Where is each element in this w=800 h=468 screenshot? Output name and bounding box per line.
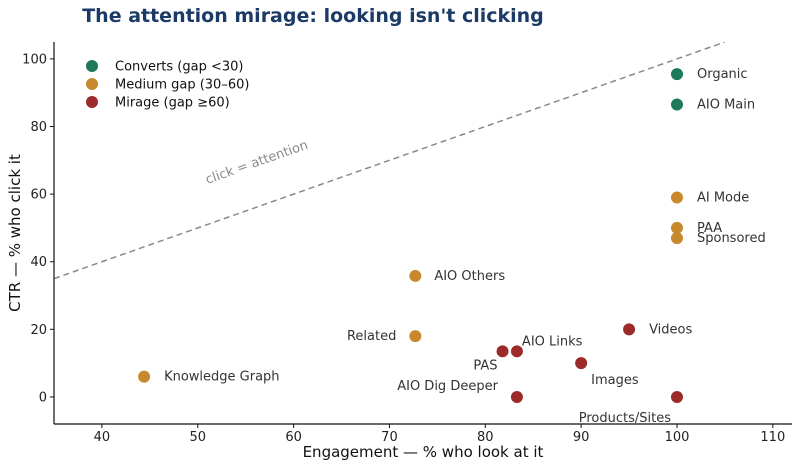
x-tick-label: 70 <box>381 430 398 445</box>
y-tick-label: 20 <box>30 323 47 338</box>
y-axis-label: CTR — % who click it <box>6 154 24 312</box>
x-tick-label: 40 <box>94 430 111 445</box>
point-label-aio-others: AIO Others <box>434 269 505 284</box>
x-tick-label: 80 <box>477 430 494 445</box>
point-label-aio-links: AIO Links <box>522 334 583 349</box>
point-pas <box>496 345 509 358</box>
point-images <box>575 357 588 370</box>
point-label-ai-mode: AI Mode <box>697 191 749 206</box>
point-aio-links <box>510 345 523 358</box>
point-organic <box>670 68 683 81</box>
y-tick-label: 60 <box>30 188 47 203</box>
point-related <box>409 330 422 343</box>
point-label-pas: PAS <box>473 358 497 373</box>
point-sponsored <box>670 232 683 245</box>
point-label-organic: Organic <box>697 67 748 82</box>
reference-line <box>54 42 726 280</box>
legend-entry: Mirage (gap ≥60) <box>115 96 230 111</box>
point-products-sites <box>670 390 683 403</box>
point-videos <box>623 323 636 336</box>
x-tick-label: 100 <box>665 430 690 445</box>
point-knowledge-graph <box>138 370 151 383</box>
y-tick-label: 100 <box>22 52 47 67</box>
legend-entry: Medium gap (30–60) <box>115 78 249 93</box>
x-tick-label: 60 <box>285 430 302 445</box>
point-aio-main <box>670 98 683 111</box>
point-label-images: Images <box>591 373 639 388</box>
y-tick-label: 80 <box>30 120 47 135</box>
legend-marker <box>86 78 98 90</box>
point-aio-dig-deeper <box>510 390 523 403</box>
point-label-knowledge-graph: Knowledge Graph <box>164 370 279 385</box>
point-label-products-sites: Products/Sites <box>579 411 671 426</box>
legend-marker <box>86 96 98 108</box>
point-label-aio-dig-deeper: AIO Dig Deeper <box>397 379 498 394</box>
legend-entry: Converts (gap <30) <box>115 60 244 75</box>
chart-title: The attention mirage: looking isn't clic… <box>82 5 544 27</box>
x-axis-label: Engagement — % who look at it <box>303 443 544 461</box>
point-ai-mode <box>670 191 683 204</box>
point-aio-others <box>409 269 422 282</box>
point-paa <box>670 221 683 234</box>
point-label-paa: PAA <box>697 221 722 236</box>
point-label-videos: Videos <box>649 322 692 337</box>
point-label-related: Related <box>347 329 396 344</box>
x-tick-label: 110 <box>760 430 785 445</box>
y-tick-label: 0 <box>39 390 47 405</box>
point-label-aio-main: AIO Main <box>697 98 755 113</box>
reference-line-annotation: click = attention <box>204 138 310 188</box>
x-tick-label: 50 <box>189 430 206 445</box>
plot-area: click = attention 40 50 60 70 80 90 100 110 0 20 40… <box>22 42 792 445</box>
legend: Converts (gap <30) Medium gap (30–60) Mira… <box>86 60 249 111</box>
x-tick-label: 90 <box>573 430 590 445</box>
point-label-sponsored: Sponsored <box>697 231 766 246</box>
legend-marker <box>86 60 98 72</box>
y-tick-label: 40 <box>30 255 47 270</box>
